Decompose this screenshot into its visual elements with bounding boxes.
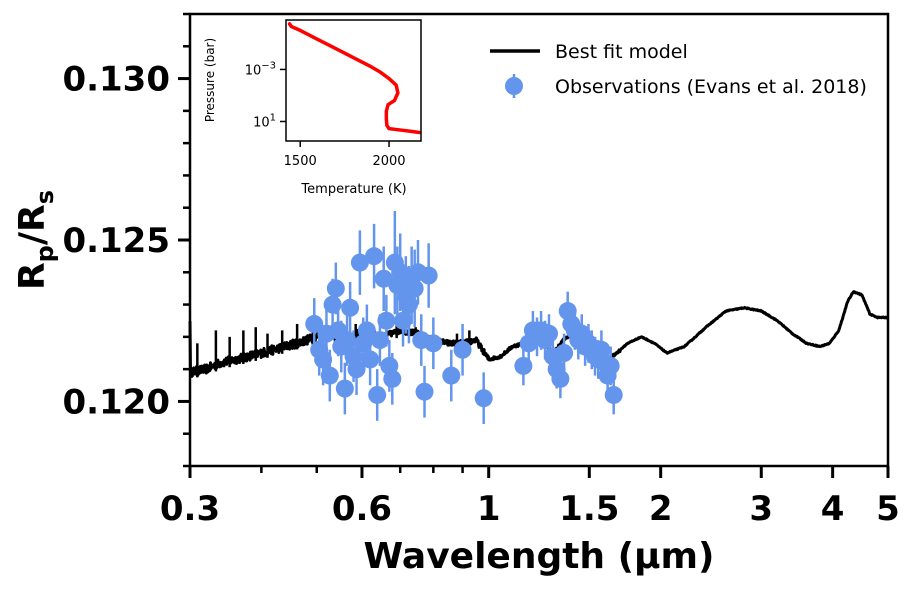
observation-marker [383, 369, 402, 388]
y-axis-label-slash: /R [12, 204, 53, 245]
observation-marker [555, 344, 574, 362]
observation-point [383, 353, 402, 405]
observation-point [374, 246, 393, 312]
y-axis-label-sub-p: p [31, 245, 59, 262]
inset-x-tick-label: 2000 [372, 154, 405, 169]
x-tick-label: 5 [876, 489, 900, 529]
observation-marker [377, 311, 396, 330]
inset-frame [285, 19, 422, 142]
observation-marker [341, 298, 360, 317]
observation-marker [453, 340, 472, 359]
x-axis-label: Wavelength (μm) [363, 536, 714, 577]
inset-y-tick-base: 10 [245, 63, 262, 78]
observation-point [551, 359, 570, 399]
observation-marker [320, 366, 339, 385]
observation-marker [357, 321, 376, 340]
observation-marker [374, 269, 393, 288]
observation-marker [604, 385, 623, 404]
observation-marker [335, 379, 354, 398]
observation-point [419, 243, 438, 308]
inset-y-label: Pressure (bar) [203, 38, 217, 122]
inset-y-tick-exponent: 1 [270, 112, 276, 123]
inset-x-tick-label: 1500 [284, 154, 317, 169]
observation-marker [370, 331, 389, 350]
inset-x-label: Temperature (K) [300, 182, 406, 197]
y-axis-label: Rp/Rs [12, 190, 59, 290]
y-axis-label-main: R [12, 262, 53, 290]
x-tick-label: 0.3 [160, 489, 220, 529]
observation-point [377, 294, 396, 347]
observation-point [601, 346, 620, 386]
observation-point [424, 317, 443, 370]
observation-marker [361, 350, 380, 369]
observation-point [320, 349, 339, 402]
observation-marker [424, 334, 443, 353]
observation-point [555, 333, 574, 373]
observation-marker [601, 356, 620, 375]
tp-profile-line [287, 22, 421, 135]
observation-point [341, 281, 360, 334]
observation-marker [474, 389, 493, 408]
legend: Best fit model Observations (Evans et al… [490, 41, 867, 98]
observation-marker [551, 369, 570, 388]
x-tick-label: 4 [821, 489, 845, 529]
observation-marker [368, 385, 387, 404]
x-tick-label: 1 [477, 489, 501, 529]
inset-y-tick-label: 101 [253, 112, 276, 130]
y-axis-label-sub-s: s [31, 190, 59, 204]
observation-point [442, 349, 461, 402]
observation-marker [326, 279, 345, 298]
x-tick-label: 3 [749, 489, 773, 529]
legend-obs-label: Observations (Evans et al. 2018) [555, 76, 867, 98]
observation-point [415, 365, 434, 418]
observation-marker [394, 311, 413, 330]
inset-y-tick-base: 10 [253, 115, 270, 130]
observation-point [350, 230, 369, 295]
inset-y-tick-label: 10−3 [245, 60, 276, 78]
observation-marker [442, 366, 461, 385]
legend-obs-marker [505, 77, 523, 95]
x-tick-label: 0.6 [332, 489, 392, 529]
observation-point [357, 304, 376, 357]
x-tick-label: 1.5 [559, 489, 619, 529]
y-tick-label: 0.130 [62, 60, 170, 100]
observation-point [368, 369, 387, 421]
x-tick-label: 2 [649, 489, 673, 529]
observation-marker [419, 266, 438, 285]
observation-marker [415, 382, 434, 401]
y-tick-label: 0.125 [62, 221, 170, 261]
legend-model-label: Best fit model [555, 41, 688, 63]
observation-point [604, 375, 623, 415]
inset-y-tick-exponent: −3 [261, 60, 276, 71]
observation-marker [350, 253, 369, 272]
axes-layer: 0.3 0.6 1 1.5 2 3 4 5 0.120 0.125 0.130 [62, 12, 900, 529]
observation-marker [399, 295, 418, 314]
observation-point [453, 323, 472, 376]
observation-point [326, 262, 345, 315]
inset-background [286, 20, 421, 141]
observation-marker [539, 324, 558, 343]
observation-marker [365, 247, 384, 266]
observation-point [347, 343, 366, 395]
observation-marker [338, 331, 357, 350]
observation-point [361, 333, 380, 386]
y-tick-label: 0.120 [62, 382, 170, 422]
observation-point [335, 362, 354, 415]
observation-point [474, 372, 493, 425]
observations-layer [305, 210, 623, 425]
observation-point [365, 223, 384, 289]
observation-marker [347, 360, 366, 379]
observation-marker [405, 279, 424, 298]
